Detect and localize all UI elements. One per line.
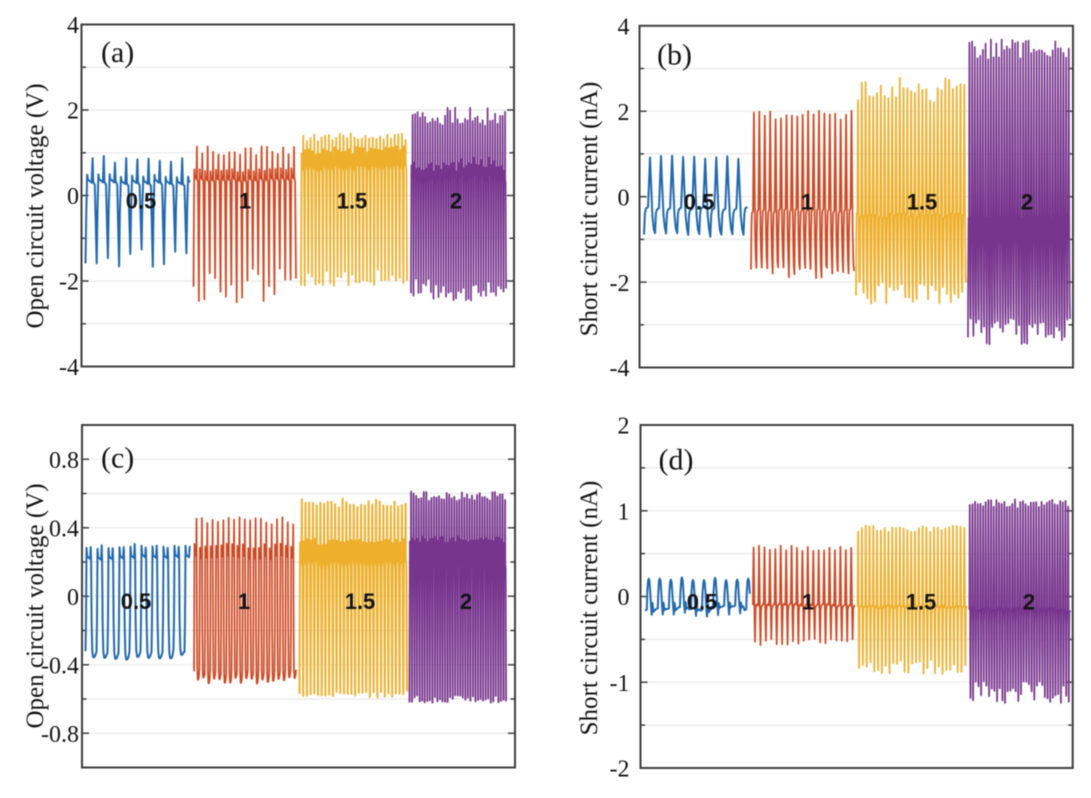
svg-text:(a): (a) (101, 36, 134, 69)
svg-text:(b): (b) (657, 39, 692, 72)
svg-text:2: 2 (1021, 190, 1033, 215)
svg-text:0: 0 (618, 185, 630, 211)
svg-text:0.4: 0.4 (49, 517, 79, 543)
svg-text:0.5: 0.5 (684, 190, 715, 215)
svg-text:2: 2 (1023, 590, 1035, 615)
svg-text:1: 1 (618, 500, 630, 526)
svg-text:-2: -2 (610, 757, 630, 783)
svg-text:-0.8: -0.8 (41, 722, 79, 748)
svg-text:1: 1 (802, 590, 814, 615)
svg-text:0: 0 (67, 585, 79, 611)
svg-text:0.5: 0.5 (126, 189, 157, 214)
svg-text:0.5: 0.5 (687, 590, 718, 615)
svg-text:2: 2 (450, 189, 462, 214)
svg-text:4: 4 (618, 15, 630, 41)
svg-text:1.5: 1.5 (337, 189, 368, 214)
svg-text:2: 2 (67, 99, 79, 125)
svg-text:(c): (c) (101, 442, 134, 475)
svg-text:1: 1 (238, 589, 250, 614)
svg-text:0: 0 (67, 184, 79, 210)
svg-text:2: 2 (618, 414, 630, 440)
svg-text:2: 2 (460, 589, 472, 614)
svg-text:1.5: 1.5 (907, 190, 938, 215)
svg-text:1.5: 1.5 (906, 590, 937, 615)
svg-text:(d): (d) (659, 444, 694, 477)
svg-text:1.5: 1.5 (345, 589, 376, 614)
svg-text:0: 0 (618, 585, 630, 611)
svg-text:-1: -1 (610, 671, 630, 697)
svg-text:Open circuit voltage (V): Open circuit voltage (V) (22, 83, 49, 328)
svg-text:0.5: 0.5 (121, 589, 152, 614)
svg-text:-4: -4 (610, 356, 630, 382)
svg-text:-2: -2 (610, 271, 630, 297)
svg-text:0.8: 0.8 (49, 448, 79, 474)
svg-text:Short circuit current (nA): Short circuit current (nA) (576, 481, 603, 736)
svg-text:-0.4: -0.4 (41, 654, 79, 680)
svg-text:-2: -2 (59, 270, 79, 296)
svg-text:2: 2 (618, 100, 630, 126)
svg-text:Open circuit voltage (V): Open circuit voltage (V) (22, 483, 49, 728)
svg-text:4: 4 (67, 13, 79, 39)
svg-text:1: 1 (801, 190, 813, 215)
svg-text:-4: -4 (59, 355, 79, 381)
svg-text:1: 1 (239, 189, 251, 214)
svg-text:Short circuit current (nA): Short circuit current (nA) (576, 82, 603, 337)
